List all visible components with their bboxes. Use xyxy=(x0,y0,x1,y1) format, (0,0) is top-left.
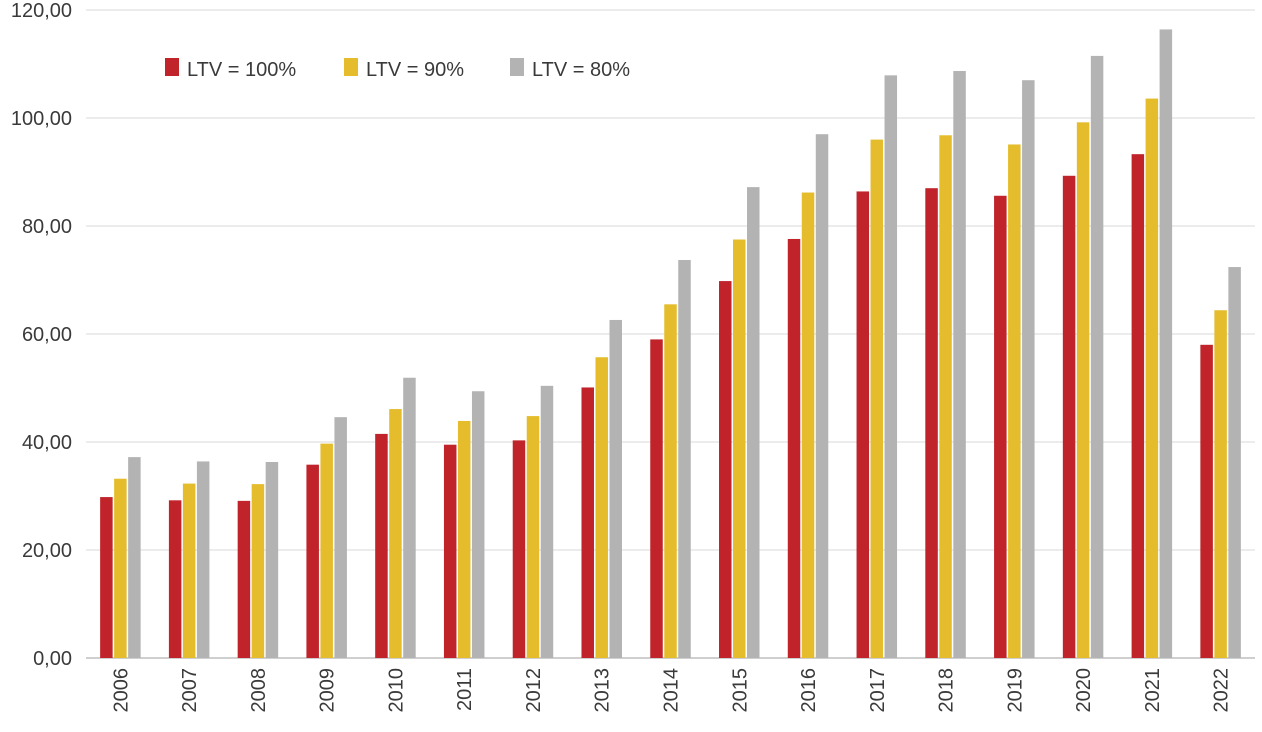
bar xyxy=(1062,175,1076,658)
x-tick-label: 2014 xyxy=(661,668,683,713)
bar xyxy=(609,319,622,658)
legend-label: LTV = 80% xyxy=(532,59,630,81)
x-tick-label: 2012 xyxy=(523,668,545,713)
y-tick-label: 120,00 xyxy=(11,0,72,22)
bar xyxy=(251,484,265,658)
bars xyxy=(100,29,1241,659)
x-tick-label: 2022 xyxy=(1211,668,1233,713)
bar xyxy=(1200,344,1213,658)
bar xyxy=(306,464,319,658)
bar xyxy=(801,192,815,658)
x-tick-label: 2016 xyxy=(798,668,820,713)
legend-label: LTV = 100% xyxy=(187,59,296,81)
bar xyxy=(884,75,898,659)
bar xyxy=(650,339,663,658)
legend-swatch xyxy=(344,58,358,76)
bar xyxy=(953,71,966,658)
bar xyxy=(1145,98,1159,658)
bar xyxy=(182,483,196,658)
x-tick-label: 2010 xyxy=(385,668,407,713)
gridlines xyxy=(86,9,1255,659)
bar xyxy=(265,461,279,658)
bar xyxy=(457,420,471,658)
x-tick-label: 2015 xyxy=(729,668,751,713)
y-tick-label: 40,00 xyxy=(22,432,72,454)
legend-swatch xyxy=(510,58,524,76)
bar xyxy=(100,497,113,658)
y-tick-label: 60,00 xyxy=(22,324,72,346)
legend-label: LTV = 90% xyxy=(366,59,464,81)
bar xyxy=(856,191,870,658)
legend: LTV = 100% LTV = 90% LTV = 80% xyxy=(165,58,630,81)
bar xyxy=(678,260,691,658)
bar xyxy=(403,377,416,658)
bar xyxy=(196,461,210,658)
x-tick-label: 2017 xyxy=(867,668,889,713)
bar xyxy=(787,238,801,658)
x-tick-label: 2011 xyxy=(454,668,476,711)
bar xyxy=(320,443,333,658)
bar xyxy=(526,416,540,658)
bar xyxy=(581,387,594,658)
bar xyxy=(334,417,347,658)
x-tick-label: 2019 xyxy=(1004,668,1026,713)
bar xyxy=(443,444,457,658)
y-tick-label: 100,00 xyxy=(11,108,72,130)
bar xyxy=(994,195,1007,658)
x-tick-label: 2006 xyxy=(110,668,132,713)
bar xyxy=(870,139,884,659)
bar xyxy=(1159,29,1173,658)
bar xyxy=(389,409,402,658)
bar xyxy=(1008,144,1021,658)
bar xyxy=(168,500,182,658)
bar xyxy=(512,440,526,658)
bar xyxy=(128,457,141,658)
bar xyxy=(114,478,127,658)
bar xyxy=(815,134,829,658)
bar xyxy=(747,187,760,658)
bar xyxy=(237,500,251,658)
legend-swatch xyxy=(165,58,179,76)
bar xyxy=(1228,267,1241,658)
y-axis: 0,00 20,00 40,00 60,00 80,00 100,00 120,00 xyxy=(11,0,72,670)
y-tick-label: 20,00 xyxy=(22,540,72,562)
bar xyxy=(1131,154,1145,658)
x-tick-label: 2008 xyxy=(248,668,270,713)
x-tick-label: 2013 xyxy=(592,668,614,713)
bar xyxy=(375,433,388,658)
y-tick-label: 0,00 xyxy=(33,648,72,670)
bar xyxy=(939,135,952,658)
bar xyxy=(471,391,485,658)
bar xyxy=(664,304,677,658)
x-tick-label: 2021 xyxy=(1142,668,1164,713)
x-axis: 2006 2007 2008 2009 2010 2011 2012 2013 2014 2015… xyxy=(110,668,1232,713)
bar xyxy=(719,281,732,658)
bar xyxy=(733,239,746,658)
y-tick-label: 80,00 xyxy=(22,216,72,238)
bar xyxy=(925,188,938,658)
bar xyxy=(540,385,554,658)
x-tick-label: 2020 xyxy=(1073,668,1095,713)
x-tick-label: 2018 xyxy=(936,668,958,713)
bar xyxy=(1076,122,1090,658)
bar xyxy=(1214,310,1227,658)
bar xyxy=(1022,80,1035,658)
bar xyxy=(1090,55,1104,658)
x-tick-label: 2009 xyxy=(317,668,339,713)
bar xyxy=(595,357,608,658)
x-tick-label: 2007 xyxy=(179,668,201,713)
